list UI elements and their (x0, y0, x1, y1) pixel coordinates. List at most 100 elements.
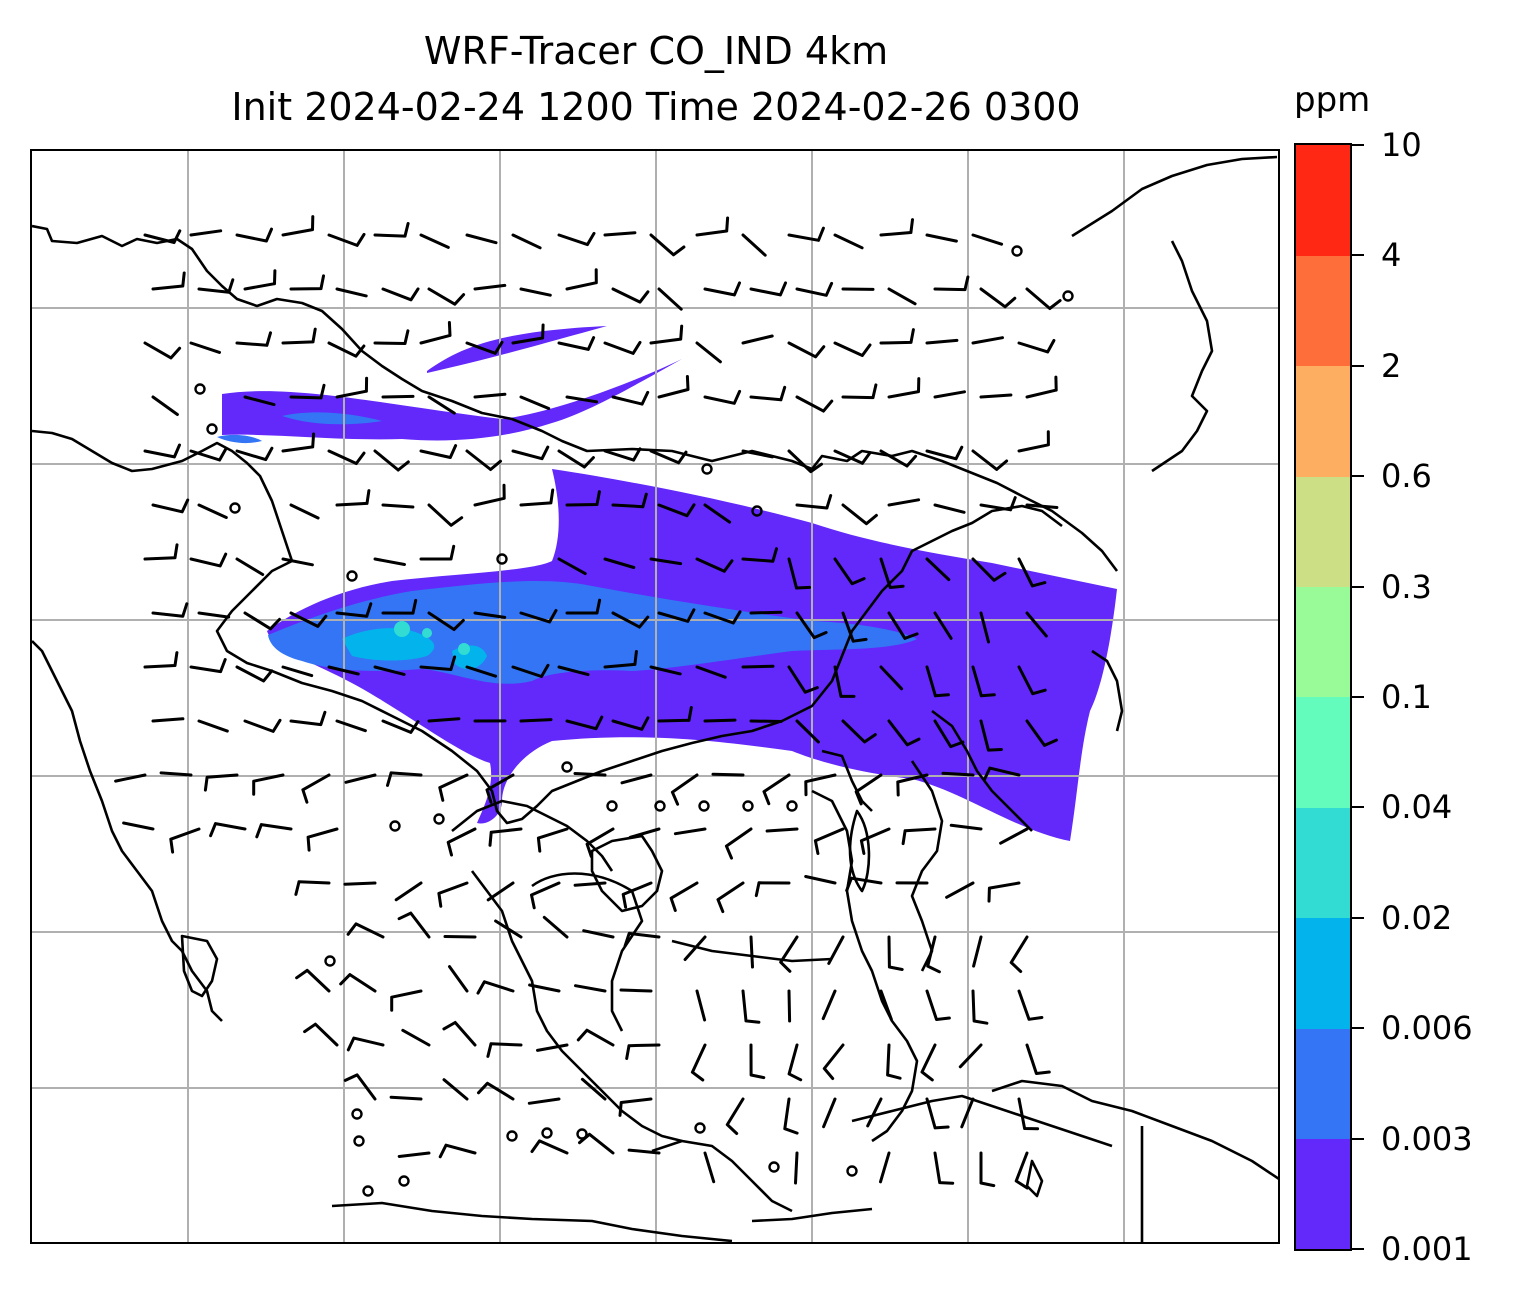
wind-barb (488, 827, 523, 847)
plume-0003-ppm (282, 412, 382, 425)
wind-barb (485, 773, 515, 804)
wind-barb (281, 557, 314, 567)
wind-barb (122, 821, 155, 831)
wind-barb (448, 965, 469, 993)
wind-barb (779, 935, 799, 973)
wind-barb (565, 715, 604, 731)
wind-barb (1017, 1097, 1040, 1131)
wind-barb (494, 919, 523, 939)
wind-barb (933, 1151, 955, 1185)
wind-barb (787, 665, 819, 694)
wind-barb (804, 875, 837, 885)
wind-barb (243, 395, 276, 407)
wind-barb (442, 1078, 469, 1101)
colorbar-segment (1296, 807, 1350, 919)
wind-barb (703, 389, 742, 405)
colorbar-tick-label: 0.1 (1381, 678, 1432, 716)
wind-barb (519, 609, 558, 624)
wind-barb (427, 503, 464, 527)
wind-barb (670, 773, 699, 806)
wind-barb (822, 1043, 845, 1080)
wind-barb (373, 222, 410, 238)
wind-barb (335, 602, 373, 618)
wind-calm-marker (768, 1161, 780, 1173)
wind-barb (623, 931, 661, 948)
wind-barb (465, 340, 504, 355)
wind-barb (620, 773, 653, 785)
wind-barb (741, 664, 775, 669)
wind-barb (854, 773, 883, 806)
wind-barb (695, 341, 722, 364)
wind-barb (795, 395, 834, 413)
wind-barb (346, 922, 385, 939)
wind-barb (335, 489, 371, 507)
wind-barb (657, 608, 696, 623)
wind-barb (926, 935, 941, 974)
wind-barb (920, 1043, 937, 1082)
wind-barb (603, 340, 642, 355)
chart-title-line2: Init 2024-02-24 1200 Time 2024-02-26 030… (231, 85, 1081, 129)
colorbar-tick-label: 2 (1381, 346, 1402, 385)
wind-barb (941, 771, 975, 777)
wind-calm-marker (362, 1185, 374, 1197)
wind-barb (301, 773, 331, 804)
wind-barb (527, 1097, 561, 1105)
wind-barb (473, 611, 507, 619)
wind-barb (960, 1097, 975, 1129)
wind-barb (443, 935, 477, 939)
wind-barb (703, 718, 737, 723)
wind-barb (833, 341, 872, 357)
wind-barb (833, 665, 856, 698)
wind-barb (879, 665, 904, 691)
wind-barb (724, 827, 753, 860)
wind-barb (716, 881, 745, 914)
wind-barb (209, 822, 247, 838)
wind-barb (339, 973, 377, 993)
wind-barb (887, 498, 921, 507)
wind-barb (933, 611, 953, 640)
wind-barb (1017, 665, 1047, 696)
wind-barb (189, 341, 221, 354)
wind-calm-marker (701, 463, 713, 475)
wind-barb (821, 989, 837, 1021)
wind-barb (795, 494, 833, 510)
coastline (1071, 155, 1278, 238)
wind-barb (427, 287, 466, 306)
wind-barb (1017, 557, 1047, 588)
colorbar-tick-label: 0.003 (1381, 1119, 1473, 1158)
wind-barb (151, 717, 185, 723)
wind-barb (971, 665, 996, 698)
wind-barb (573, 772, 607, 777)
wind-barb (657, 503, 696, 518)
wind-barb (197, 611, 231, 619)
wind-barb (841, 503, 878, 526)
wind-barb (979, 393, 1013, 399)
wind-barb (243, 269, 277, 291)
wind-barb (813, 827, 845, 855)
wind-barb (373, 665, 406, 676)
wind-barb (627, 1148, 661, 1155)
coastline (470, 870, 683, 1143)
wind-barb (465, 665, 498, 678)
wind-barb (787, 341, 826, 359)
coastline (1151, 240, 1214, 473)
wind-barb (437, 881, 469, 908)
plume-0003-ppm (268, 581, 917, 684)
wind-barb (933, 503, 966, 514)
wind-barb (580, 1077, 607, 1101)
wind-barb (519, 488, 555, 507)
wind-calm-marker (506, 1130, 518, 1142)
wind-barb (866, 1097, 883, 1128)
colorbar-tick-label: 0.001 (1381, 1230, 1473, 1268)
wind-barb (827, 935, 845, 965)
wind-barb (519, 718, 553, 723)
chart-title-line1: WRF-Tracer CO_IND 4km (423, 29, 889, 73)
wind-barb (476, 980, 515, 995)
wind-barb (649, 324, 684, 345)
wind-barb (528, 983, 561, 993)
wind-barb (695, 216, 730, 237)
map-panel (30, 149, 1280, 1244)
wind-barb (795, 611, 828, 640)
wind-calm-marker (194, 383, 206, 395)
wind-barb (557, 557, 587, 576)
